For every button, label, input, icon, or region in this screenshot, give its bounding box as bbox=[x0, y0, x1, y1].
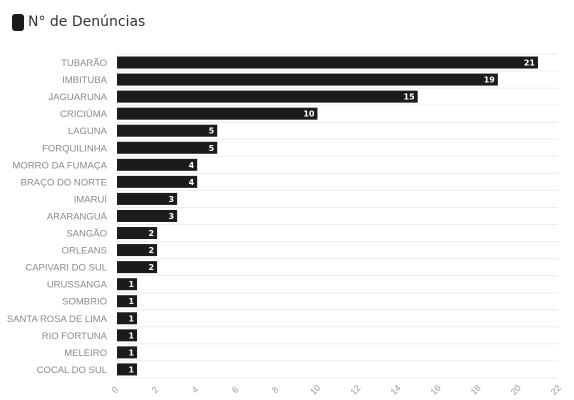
value-label: 10 bbox=[303, 110, 315, 119]
category-label: MELEIRO bbox=[64, 348, 107, 359]
category-label: ARARANGUÁ bbox=[47, 211, 108, 222]
value-label: 4 bbox=[189, 161, 195, 170]
value-label: 19 bbox=[484, 76, 496, 85]
value-label: 1 bbox=[128, 348, 134, 357]
x-axis-ticks: 0 2 4 6 8 10 12 14 16 18 20 22 bbox=[110, 383, 563, 397]
bar bbox=[117, 73, 498, 86]
value-label: 1 bbox=[128, 314, 134, 323]
bar bbox=[117, 158, 198, 171]
bar bbox=[117, 312, 138, 325]
bar bbox=[117, 363, 138, 376]
value-label: 3 bbox=[169, 195, 175, 204]
value-label: 15 bbox=[404, 93, 416, 102]
bar bbox=[117, 244, 158, 257]
value-label: 3 bbox=[169, 212, 175, 221]
bar bbox=[117, 107, 318, 120]
value-label: 1 bbox=[128, 331, 134, 340]
value-label: 5 bbox=[209, 144, 215, 153]
legend: N° de Denúncias bbox=[12, 12, 145, 32]
value-label: 1 bbox=[128, 280, 134, 289]
value-label: 21 bbox=[524, 59, 536, 68]
x-tick-label: 6 bbox=[230, 385, 241, 396]
bar bbox=[117, 192, 178, 205]
value-label: 1 bbox=[128, 365, 134, 374]
x-tick-label: 2 bbox=[150, 385, 161, 396]
bar bbox=[117, 56, 538, 69]
bar bbox=[117, 209, 178, 222]
category-label: MORRO DA FUMAÇA bbox=[13, 160, 108, 171]
bar bbox=[117, 175, 198, 188]
category-label: ORLEANS bbox=[62, 246, 107, 257]
category-label: IMBITUBA bbox=[62, 75, 108, 86]
category-label: BRAÇO DO NORTE bbox=[21, 177, 107, 188]
value-label: 1 bbox=[128, 297, 134, 306]
bar bbox=[117, 278, 138, 291]
bar bbox=[117, 295, 138, 308]
category-label: TUBARÃO bbox=[61, 58, 107, 69]
category-label: SOMBRIO bbox=[62, 297, 107, 308]
bar bbox=[117, 329, 138, 342]
bars bbox=[117, 56, 538, 376]
value-label: 5 bbox=[209, 127, 215, 136]
bar bbox=[117, 90, 418, 103]
category-label: SANGÃO bbox=[66, 229, 107, 240]
category-label: IMARUÍ bbox=[74, 194, 108, 205]
bar bbox=[117, 141, 218, 154]
grid-lines bbox=[117, 53, 558, 379]
x-tick-label: 18 bbox=[469, 383, 483, 397]
category-label: URUSSANGA bbox=[47, 280, 108, 291]
x-tick-label: 22 bbox=[549, 383, 563, 397]
category-label: CAPIVARI DO SUL bbox=[25, 263, 107, 274]
x-tick-label: 0 bbox=[110, 385, 121, 396]
x-tick-label: 12 bbox=[348, 383, 362, 397]
bar bbox=[117, 346, 138, 359]
bar bbox=[117, 227, 158, 240]
bar bbox=[117, 124, 218, 137]
category-label: FORQUILINHA bbox=[42, 143, 108, 154]
value-label: 2 bbox=[149, 246, 155, 255]
category-label: CRICIÚMA bbox=[60, 109, 108, 120]
x-tick-label: 8 bbox=[270, 385, 281, 396]
x-tick-label: 4 bbox=[190, 385, 201, 396]
category-label: LAGUNA bbox=[68, 126, 108, 137]
category-label: SANTA ROSA DE LIMA bbox=[7, 314, 108, 325]
category-label: COCAL DO SUL bbox=[37, 365, 107, 376]
value-label: 4 bbox=[189, 178, 195, 187]
x-tick-label: 10 bbox=[308, 383, 322, 397]
value-label: 2 bbox=[149, 263, 155, 272]
category-label: JAGUARUNA bbox=[48, 92, 107, 103]
x-tick-label: 20 bbox=[509, 383, 523, 397]
x-tick-label: 16 bbox=[429, 383, 443, 397]
bar bbox=[117, 261, 158, 274]
category-label: RIO FORTUNA bbox=[42, 331, 108, 342]
value-label: 2 bbox=[149, 229, 155, 238]
legend-label: N° de Denúncias bbox=[28, 14, 146, 30]
x-tick-label: 14 bbox=[388, 383, 402, 397]
legend-swatch bbox=[12, 13, 24, 31]
category-labels: TUBARÃO IMBITUBA JAGUARUNA CRICIÚMA LAGUNA FO… bbox=[7, 58, 108, 376]
